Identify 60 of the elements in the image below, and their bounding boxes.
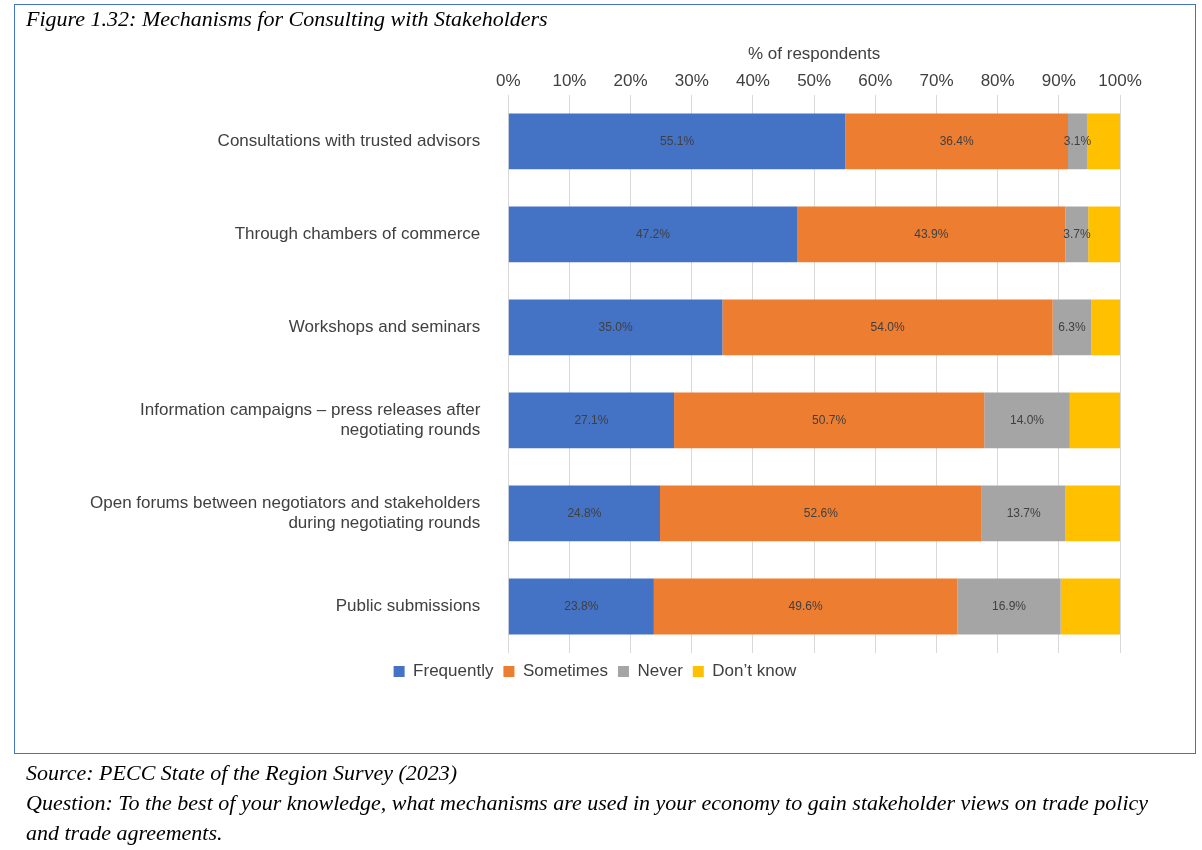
y-tick-label: Through chambers of commerce [234,224,481,244]
bar [1065,485,1120,542]
text: Question: To the best of your knowledge, what mechanisms are used in your economy to gain stakeholder views on trade policy and trade agreements. [26,789,1150,847]
bar [508,485,660,542]
data-label: 24.8% [567,505,602,520]
data-label: 49.6% [788,598,823,613]
source-note: Source: PECC State of the Region Survey (2023) [26,759,459,787]
x-tick-label: 10% [552,71,587,91]
bar [653,578,958,635]
data-label: 50.7% [812,412,847,427]
data-label: 6.3% [1058,319,1086,334]
text: Figure 1.32: Mechanisms for Consulting with Stakeholders [26,6,548,32]
x-axis-title: % of respondents [747,43,881,63]
bar [1069,392,1120,449]
bar [508,206,798,263]
x-tick-label: 80% [980,71,1015,91]
x-tick-label: 50% [797,71,832,91]
x-tick-label: 0% [496,71,521,91]
bar [508,113,846,170]
x-tick-label: 20% [613,71,648,91]
data-label: 55.1% [660,133,695,148]
data-label: 35.0% [598,319,633,334]
x-tick-label: 90% [1041,71,1076,91]
bar [1060,578,1120,635]
data-label: 43.9% [914,226,949,241]
data-label: 27.1% [574,412,609,427]
bar [981,485,1066,542]
y-tick-label: Consultations with trusted advisors [217,131,481,150]
bar [1052,299,1092,356]
y-tick-label: Public submissions [335,596,481,616]
data-label: 16.9% [991,598,1027,613]
x-tick-label: 40% [735,71,770,91]
legend-label: Never [637,661,684,681]
x-tick-label: 30% [674,71,709,91]
legend-label: Sometimes [522,661,608,681]
x-tick-label: 60% [858,71,893,91]
y-tick-label: Information campaigns – press releases after negotiating rounds [140,399,481,440]
bar [660,485,982,542]
data-label: 54.0% [870,319,905,334]
y-tick-label: Open forums between negotiators and stakeholders during negotiating rounds [90,492,481,533]
legend-label: Frequently [413,661,494,681]
data-label: 13.7% [1006,505,1041,520]
bar [957,578,1061,635]
x-tick-label: 70% [919,71,954,91]
data-label: 47.2% [635,226,671,241]
data-label: 23.8% [564,598,599,613]
y-tick-label: Workshops and seminars [288,317,481,337]
data-label: 36.4% [939,133,975,148]
legend-label: Don’t know [712,661,798,681]
bar [508,578,654,635]
data-label: 52.6% [803,505,839,520]
data-label: 14.0% [1010,412,1045,427]
bar [508,299,723,356]
bar [797,206,1066,263]
bar [674,392,985,449]
bar [722,299,1053,356]
x-tick-label: 100% [1098,71,1142,91]
bar [1091,299,1120,356]
bar [508,392,675,449]
bar [984,392,1070,449]
